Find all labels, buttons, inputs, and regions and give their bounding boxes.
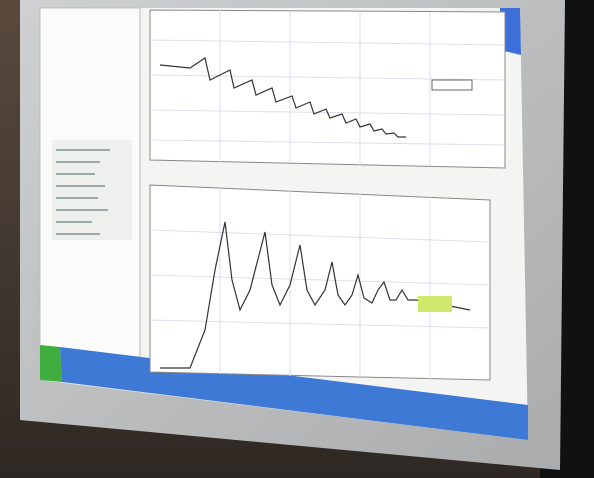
- tree-list: [52, 140, 132, 240]
- page: [0, 0, 594, 478]
- start-button: [40, 345, 62, 382]
- upper-legend: [432, 80, 472, 90]
- lower-plot: [150, 185, 490, 380]
- photo: [0, 0, 594, 478]
- lower-legend: [418, 296, 452, 312]
